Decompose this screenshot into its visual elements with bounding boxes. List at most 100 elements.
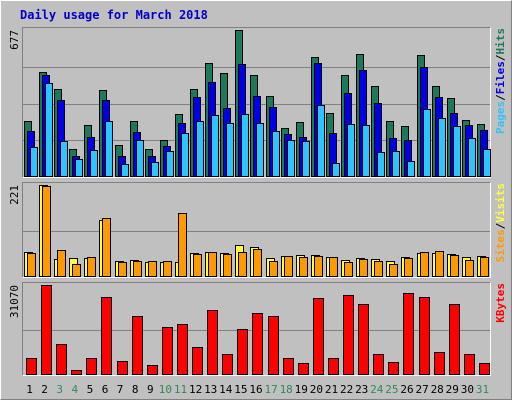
panel-bevel-light: [22, 27, 491, 178]
bar-kbytes-day-17: [268, 316, 279, 375]
x-tick-day-12: 12: [189, 383, 202, 396]
x-tick-day-21: 21: [325, 383, 338, 396]
bar-sites-day-11: [178, 213, 187, 277]
x-tick-day-7: 7: [117, 383, 124, 396]
bar-pages-day-13: [211, 115, 219, 177]
bar-sites-day-10: [163, 261, 172, 277]
legend-entry-hits: Hits: [494, 28, 507, 55]
x-tick-day-6: 6: [102, 383, 109, 396]
legend-label-hits-files-pages: Pages/Files/Hits: [494, 28, 507, 134]
bar-sites-day-14: [223, 254, 232, 277]
legend-entry-pages: Pages: [494, 101, 507, 134]
x-tick-day-11: 11: [174, 383, 187, 396]
bar-pages-day-23: [362, 125, 370, 177]
y-max-label-kbytes: 31070: [8, 285, 21, 318]
bar-pages-day-30: [468, 138, 476, 177]
y-max-label-hits-files-pages: 677: [8, 30, 21, 50]
bar-kbytes-day-20: [313, 298, 324, 375]
bar-pages-day-9: [151, 162, 159, 177]
bar-kbytes-day-10: [162, 327, 173, 375]
bar-kbytes-day-11: [177, 324, 188, 375]
panel-bevel-dark: [22, 282, 491, 376]
bar-pages-day-28: [438, 118, 446, 177]
bar-kbytes-day-5: [86, 358, 97, 375]
bar-kbytes-day-25: [388, 362, 399, 375]
y-max-label-visits-sites: 221: [8, 185, 21, 205]
bar-pages-day-31: [483, 149, 491, 177]
panel-bevel-dark: [22, 27, 491, 178]
bar-kbytes-day-31: [479, 363, 490, 375]
legend-separator: /: [494, 94, 507, 101]
bar-sites-day-19: [299, 257, 308, 277]
bar-sites-day-25: [389, 264, 398, 277]
x-tick-day-8: 8: [132, 383, 139, 396]
bar-kbytes-day-27: [419, 297, 430, 375]
bar-sites-day-2: [42, 186, 51, 277]
bar-kbytes-day-23: [358, 304, 369, 375]
panel-visits-sites: [22, 182, 491, 278]
bar-sites-day-5: [87, 257, 96, 277]
legend-label-visits-sites: Sites/Visits: [494, 183, 507, 263]
x-tick-day-18: 18: [280, 383, 293, 396]
bar-pages-day-22: [347, 124, 355, 177]
bar-sites-day-26: [404, 258, 413, 277]
bar-pages-day-14: [226, 123, 234, 177]
bar-sites-day-17: [269, 261, 278, 277]
panel-kbytes: [22, 282, 491, 376]
bar-pages-day-24: [377, 152, 385, 177]
bar-sites-day-24: [374, 261, 383, 277]
bar-pages-day-1: [30, 147, 38, 177]
bar-kbytes-day-19: [298, 363, 309, 375]
bar-pages-day-11: [181, 133, 189, 177]
bar-pages-day-16: [256, 123, 264, 177]
x-tick-day-1: 1: [26, 383, 33, 396]
x-tick-day-14: 14: [219, 383, 233, 396]
bar-sites-day-18: [284, 256, 293, 277]
legend-label-kbytes: KBytes: [494, 283, 507, 323]
x-tick-day-31: 31: [476, 383, 489, 396]
x-tick-day-16: 16: [249, 383, 262, 396]
bar-pages-day-27: [423, 109, 431, 177]
x-tick-day-2: 2: [41, 383, 48, 396]
bar-sites-day-31: [480, 257, 489, 277]
bar-pages-day-21: [332, 163, 340, 177]
x-tick-day-25: 25: [385, 383, 398, 396]
x-axis-day-labels: 1 2 3 4 5 6 7 8 9 10 11 12 13 14 15 16 17 18 19 20 21 22 23 24 2…: [26, 383, 489, 396]
bar-sites-day-9: [148, 261, 157, 277]
bar-kbytes-day-16: [252, 313, 263, 375]
bar-sites-day-6: [102, 218, 111, 277]
bar-pages-day-12: [196, 121, 204, 177]
x-tick-day-13: 13: [204, 383, 217, 396]
bar-kbytes-day-29: [449, 304, 460, 375]
panel-bevel-light: [22, 182, 491, 278]
x-tick-day-17: 17: [264, 383, 277, 396]
bar-sites-day-29: [450, 255, 459, 277]
x-tick-day-19: 19: [295, 383, 308, 396]
bar-sites-day-7: [118, 262, 127, 277]
panel-bevel-light: [22, 282, 491, 376]
bar-kbytes-day-7: [117, 361, 128, 375]
bar-sites-day-27: [420, 252, 429, 277]
bar-kbytes-day-3: [56, 344, 67, 375]
legend-entry-kbytes: KBytes: [494, 283, 507, 323]
bar-kbytes-day-4: [71, 370, 82, 375]
x-tick-day-22: 22: [340, 383, 353, 396]
bar-pages-day-17: [272, 131, 280, 177]
bar-kbytes-day-15: [237, 329, 248, 375]
bar-kbytes-day-6: [101, 297, 112, 375]
legend-entry-files: Files: [494, 61, 507, 94]
bar-sites-day-1: [27, 253, 36, 277]
bar-sites-day-21: [329, 257, 338, 277]
x-tick-day-26: 26: [400, 383, 413, 396]
bar-kbytes-day-30: [464, 354, 475, 375]
x-tick-day-5: 5: [87, 383, 94, 396]
chart-panels: [22, 27, 491, 376]
bar-pages-day-20: [317, 105, 325, 177]
x-tick-day-24: 24: [370, 383, 384, 396]
bar-pages-day-8: [136, 140, 144, 177]
x-tick-day-27: 27: [415, 383, 428, 396]
bar-kbytes-day-8: [132, 316, 143, 375]
bar-sites-day-28: [435, 251, 444, 277]
bar-pages-day-7: [121, 164, 129, 177]
